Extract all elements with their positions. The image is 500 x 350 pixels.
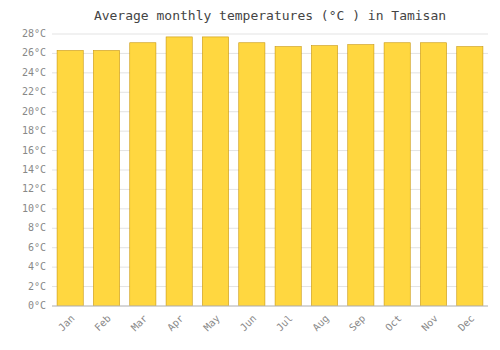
grid-line <box>52 34 488 35</box>
chart: 0°C 2°C 4°C 6°C 8°C 10°C 12°C 14°C 16°C 18°C 20°C 2… <box>0 0 500 350</box>
bar <box>384 43 410 306</box>
y-tick-label: 2°C <box>28 281 46 292</box>
y-axis: 0°C 2°C 4°C 6°C 8°C 10°C 12°C 14°C 16°C 18°C 20°C 2… <box>22 28 46 311</box>
y-tick-label: 20°C <box>22 106 46 117</box>
x-tick-label: May <box>201 313 222 334</box>
y-tick-label: 18°C <box>22 125 46 136</box>
x-tick-label: Aug <box>310 313 331 334</box>
y-tick-label: 16°C <box>22 145 46 156</box>
x-tick-label: Feb <box>92 313 113 334</box>
bars <box>57 37 483 306</box>
bar <box>166 37 192 306</box>
bar <box>93 51 119 306</box>
bar <box>202 37 228 306</box>
bar <box>348 45 374 306</box>
y-tick-label: 0°C <box>28 300 46 311</box>
grid-line <box>52 306 488 307</box>
x-tick-label: Apr <box>165 313 186 334</box>
y-tick-label: 22°C <box>22 86 46 97</box>
y-tick-label: 12°C <box>22 183 46 194</box>
y-tick-label: 28°C <box>22 28 46 39</box>
x-tick-label: Nov <box>419 313 440 334</box>
x-tick-label: Jul <box>274 313 295 334</box>
bar <box>457 47 483 306</box>
bar <box>420 43 446 306</box>
y-tick-label: 24°C <box>22 67 46 78</box>
y-tick-label: 26°C <box>22 47 46 58</box>
y-tick-label: 10°C <box>22 203 46 214</box>
bar <box>130 43 156 306</box>
x-tick-label: Jan <box>56 313 77 334</box>
x-tick-label: Mar <box>129 313 150 334</box>
x-tick-label: Sep <box>347 313 368 334</box>
bar <box>57 51 83 306</box>
y-tick-label: 4°C <box>28 261 46 272</box>
bar <box>239 43 265 306</box>
x-tick-label: Oct <box>383 313 404 334</box>
y-tick-label: 6°C <box>28 242 46 253</box>
x-tick-label: Jun <box>238 313 259 334</box>
y-tick-label: 8°C <box>28 222 46 233</box>
title: Average monthly temperatures (°C ) in Ta… <box>94 8 446 23</box>
bar <box>311 46 337 306</box>
bar <box>275 47 301 306</box>
grid <box>52 34 488 306</box>
x-axis-line <box>52 306 488 307</box>
x-axis: Jan Feb Mar Apr May Jun Jul Aug Sep Oct Nov Dec <box>56 313 476 334</box>
y-tick-label: 14°C <box>22 164 46 175</box>
x-tick-label: Dec <box>456 313 477 334</box>
